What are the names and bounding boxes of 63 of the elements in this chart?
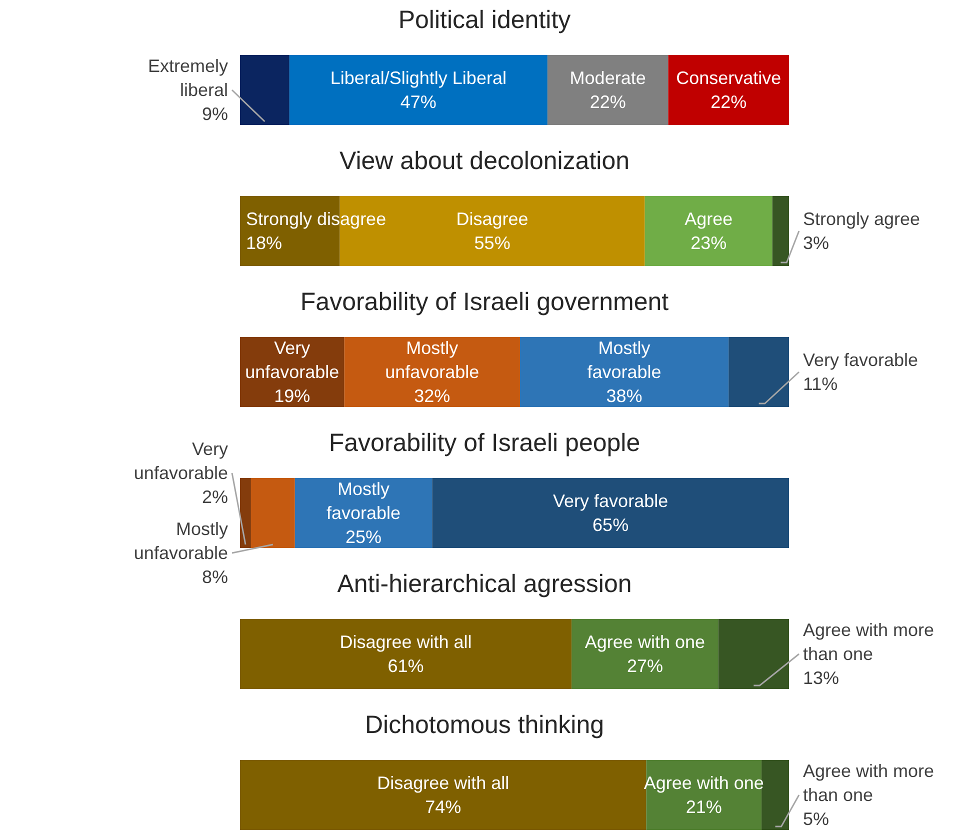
- data-label: 22%: [590, 92, 626, 112]
- data-label: 32%: [414, 386, 450, 406]
- data-label: 5%: [803, 809, 830, 829]
- data-label: 27%: [626, 656, 663, 676]
- bar: [240, 55, 290, 125]
- series-label: Agree: [684, 209, 733, 229]
- bar: [344, 337, 520, 407]
- bar: [520, 337, 729, 407]
- series-label: Mostly favorable: [326, 479, 401, 523]
- bar: [294, 478, 432, 548]
- series-label: Liberal/Slightly Liberal: [330, 68, 506, 88]
- bar: [240, 478, 251, 548]
- data-label: 25%: [346, 527, 382, 547]
- data-label: 22%: [710, 92, 747, 112]
- series-label: Disagree: [456, 209, 528, 229]
- series-label: Very favorable: [553, 491, 668, 511]
- data-label: 61%: [388, 656, 424, 676]
- series-label: Disagree with all: [340, 632, 472, 652]
- data-label: 55%: [474, 233, 510, 253]
- data-label: 65%: [592, 515, 629, 535]
- data-label: 21%: [686, 797, 722, 817]
- series-label: Very favorable: [803, 350, 918, 370]
- chart-title: Favorability of Israeli government: [299, 287, 670, 318]
- series-label: Agree with more than one: [803, 620, 934, 664]
- series-label: Moderate: [570, 68, 646, 88]
- bar: [547, 55, 668, 125]
- series-label: Mostly unfavorable: [134, 519, 228, 563]
- chart-title: Anti-hierarchical agression: [337, 570, 632, 598]
- chart-title: View about decolonization: [338, 146, 631, 177]
- series-label: Conservative: [676, 68, 782, 88]
- bar: [772, 196, 789, 266]
- series-label: Very unfavorable: [245, 338, 340, 382]
- data-label: 23%: [690, 233, 727, 253]
- data-label: 38%: [606, 386, 642, 406]
- data-label: 13%: [803, 668, 840, 688]
- series-label: Mostly unfavorable: [385, 338, 480, 382]
- data-label: 18%: [246, 233, 282, 253]
- series-label: Strongly agree: [803, 209, 920, 229]
- data-label: 3%: [803, 233, 830, 253]
- series-label: Mostly favorable: [587, 338, 662, 382]
- data-label: 11%: [803, 374, 838, 394]
- series-label: Agree with more than one: [803, 761, 934, 805]
- bar: [250, 478, 295, 548]
- data-label: 2%: [202, 487, 228, 507]
- bar: [728, 337, 789, 407]
- series-label: Very unfavorable: [134, 439, 228, 483]
- data-label: 74%: [425, 797, 462, 817]
- bar: [668, 55, 789, 125]
- series-label: Disagree with all: [377, 773, 510, 793]
- series-label: Agree with one: [644, 773, 764, 793]
- data-label: 47%: [400, 92, 436, 112]
- bar: [644, 196, 772, 266]
- series-label: Strongly disagree: [246, 209, 386, 229]
- chart-title: Favorability of Israeli people: [328, 429, 640, 457]
- data-label: 8%: [202, 567, 228, 587]
- series-label: Extremely liberal: [148, 56, 228, 100]
- series-label: Agree with one: [584, 632, 705, 652]
- bar: [289, 55, 548, 125]
- chart-title: Political identity: [397, 5, 572, 36]
- chart-title: Dichotomous thinking: [364, 710, 605, 741]
- data-label: 19%: [274, 386, 310, 406]
- bar: [432, 478, 789, 548]
- data-label: 9%: [202, 104, 228, 124]
